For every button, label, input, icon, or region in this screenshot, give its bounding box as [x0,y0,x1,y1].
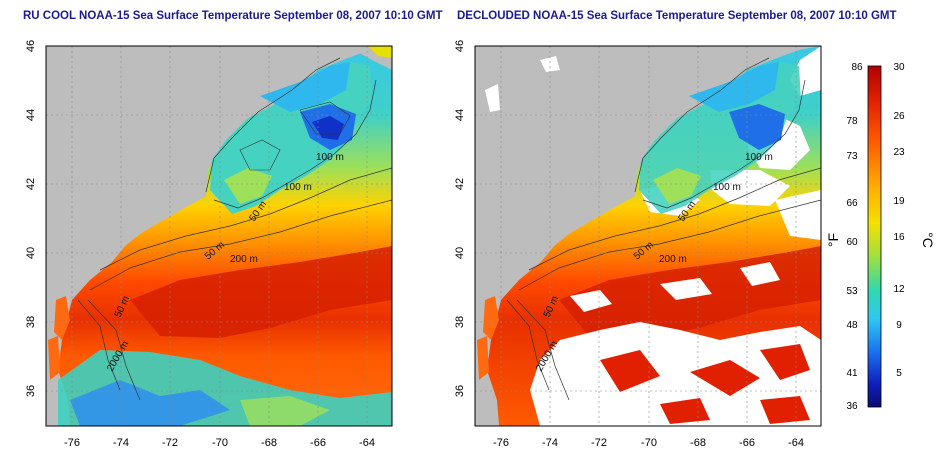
lon-tick-label: -64 [359,437,375,449]
celsius-tick: 16 [893,232,905,243]
right-map-image [475,46,821,426]
lat-tick-label: 40 [25,247,37,259]
lon-tick-label: -68 [690,437,706,449]
lat-tick-label: 44 [25,109,37,121]
celsius-tick: 23 [893,147,905,158]
fahrenheit-tick: 41 [846,368,858,379]
fahrenheit-tick: 66 [846,198,858,209]
lat-tick-label: 44 [454,109,466,121]
fahrenheit-tick: 60 [846,237,858,248]
contour-label: 100 m [745,152,773,163]
left-map-frame [45,45,393,427]
right-map-frame [474,45,822,427]
colorbar: 86 78 73 66 60 53 48 41 36 30 26 23 19 1… [825,62,936,412]
right-map-panel: 100 m 100 m 50 m 50 m 200 m 50 m 2000 m … [454,40,822,449]
lat-tick-label: 36 [25,385,37,397]
fahrenheit-tick: 73 [846,151,858,162]
lon-tick-label: -66 [739,437,755,449]
colorbar-gradient [867,65,882,408]
celsius-tick: 26 [893,111,905,122]
lat-tick-label: 38 [25,316,37,328]
left-map-panel: 100 m 100 m 50 m 50 m 200 m 50 m 2000 m … [25,40,393,449]
lon-tick-label: -66 [310,437,326,449]
lat-tick-label: 42 [25,178,37,190]
map-title-right: DECLOUDED NOAA-15 Sea Surface Temperatur… [457,10,897,22]
celsius-tick: 5 [896,368,902,379]
contour-label: 100 m [284,182,312,193]
fahrenheit-unit-label: °F [825,233,841,247]
lon-tick-label: -68 [261,437,277,449]
lat-tick-label: 42 [454,178,466,190]
lon-tick-label: -70 [641,437,657,449]
celsius-unit-label: °C [920,232,936,248]
fahrenheit-tick: 78 [846,116,858,127]
lon-tick-label: -74 [542,437,558,449]
lon-tick-label: -64 [788,437,804,449]
contour-label: 200 m [230,254,258,265]
contour-label: 100 m [316,152,344,163]
fahrenheit-tick: 36 [846,401,858,412]
lon-tick-label: -72 [162,437,178,449]
lon-tick-label: -76 [493,437,509,449]
map-title-left: RU COOL NOAA-15 Sea Surface Temperature … [23,10,443,22]
lat-tick-label: 46 [454,40,466,52]
contour-label: 200 m [659,254,687,265]
celsius-tick: 9 [896,320,902,331]
lat-tick-label: 36 [454,385,466,397]
celsius-tick: 12 [893,284,905,295]
contour-label: 100 m [713,182,741,193]
lon-tick-label: -70 [212,437,228,449]
fahrenheit-tick: 53 [846,286,858,297]
fahrenheit-tick: 86 [851,62,863,73]
lat-tick-label: 40 [454,247,466,259]
left-map-image [46,46,392,426]
lat-tick-label: 46 [25,40,37,52]
fahrenheit-tick: 48 [846,320,858,331]
celsius-tick: 30 [893,62,905,73]
lon-tick-label: -76 [64,437,80,449]
celsius-tick: 19 [893,196,905,207]
lon-tick-label: -72 [591,437,607,449]
lat-tick-label: 38 [454,316,466,328]
lon-tick-label: -74 [113,437,129,449]
